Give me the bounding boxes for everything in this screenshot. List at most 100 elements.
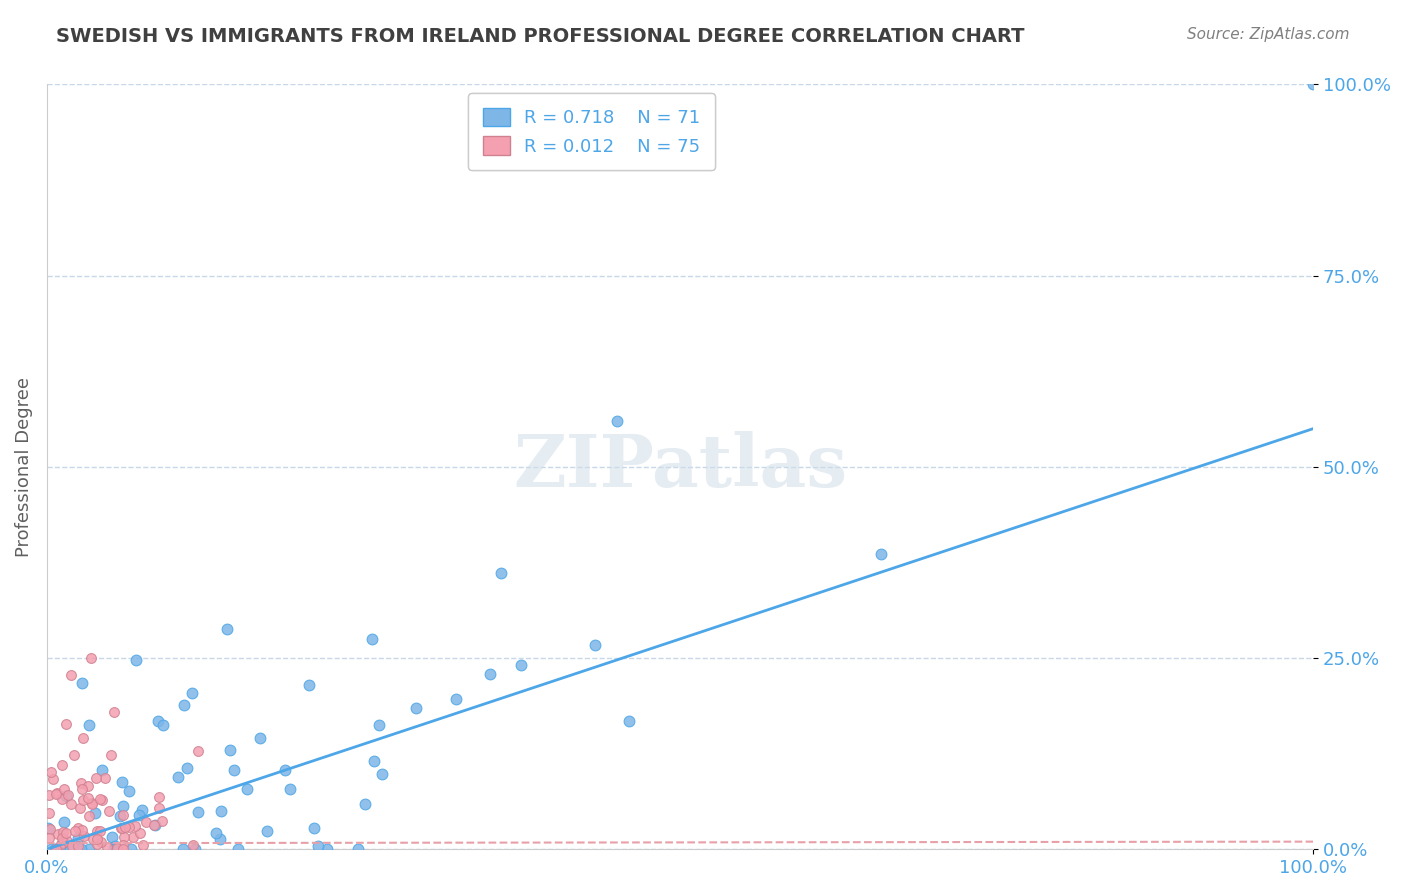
Point (86, 837, 108, 851)
Point (346, 842, 368, 856)
Point (86, 832, 108, 847)
Point (226, 842, 249, 856)
Point (111, 821, 134, 835)
Point (44, 787, 66, 801)
Point (53, 842, 76, 856)
Point (491, 566, 513, 580)
Point (101, 830, 124, 845)
Point (84, 806, 107, 821)
Point (360, 632, 382, 647)
Point (60, 838, 83, 853)
Point (135, 814, 157, 829)
Point (72, 793, 94, 807)
Point (70, 842, 93, 856)
Point (222, 763, 245, 777)
Point (278, 782, 301, 797)
Point (77, 780, 100, 794)
Point (274, 764, 297, 778)
Point (67, 839, 90, 854)
Point (70, 775, 93, 789)
Text: ZIPatlas: ZIPatlas (513, 432, 848, 502)
Point (444, 692, 467, 706)
Point (66, 830, 89, 845)
Point (38, 789, 60, 803)
Point (256, 823, 278, 838)
Point (176, 761, 198, 775)
Point (77, 842, 100, 856)
Point (93, 771, 115, 785)
Point (132, 838, 155, 852)
Point (128, 825, 150, 839)
Point (46, 827, 69, 841)
Point (70, 781, 93, 796)
Point (209, 804, 232, 818)
Point (37, 821, 59, 835)
Point (606, 414, 628, 428)
Point (302, 821, 325, 835)
Point (112, 808, 135, 822)
Point (121, 830, 143, 845)
Point (60, 668, 83, 682)
Point (183, 838, 205, 852)
Point (39, 842, 62, 856)
Point (55, 789, 77, 804)
Point (70, 676, 93, 690)
Point (128, 808, 150, 822)
Point (52, 824, 75, 838)
Point (39, 822, 62, 836)
Point (108, 809, 131, 823)
Point (82, 831, 104, 846)
Point (354, 797, 377, 812)
Point (82, 797, 104, 811)
Point (118, 820, 141, 834)
Point (90, 764, 112, 778)
Point (69, 800, 91, 814)
Point (53, 782, 76, 797)
Point (120, 842, 142, 856)
Point (307, 838, 329, 853)
Point (249, 731, 271, 745)
Point (90, 835, 112, 849)
Point (131, 804, 153, 818)
Point (167, 770, 190, 784)
Point (67, 821, 90, 835)
Point (45, 841, 67, 855)
Point (583, 638, 606, 652)
Point (510, 658, 533, 673)
Point (62, 747, 84, 762)
Point (142, 817, 165, 831)
Point (112, 830, 135, 844)
Point (146, 714, 169, 729)
Point (152, 717, 174, 731)
Point (148, 801, 170, 815)
Point (124, 652, 146, 666)
Point (235, 782, 257, 797)
Point (870, 547, 893, 561)
Point (104, 838, 127, 853)
Point (65, 842, 87, 856)
Point (84, 771, 107, 785)
Point (205, 826, 228, 840)
Point (73, 829, 96, 843)
Point (77, 717, 100, 731)
Point (363, 754, 385, 768)
Point (181, 686, 204, 700)
Point (72, 731, 94, 745)
Point (105, 841, 128, 855)
Point (49, 838, 72, 852)
Point (44, 842, 66, 856)
Point (89, 824, 111, 838)
Point (58, 788, 80, 802)
Legend: R = 0.718    N = 71, R = 0.012    N = 75: R = 0.718 N = 71, R = 0.012 N = 75 (468, 94, 714, 170)
Point (45, 785, 67, 799)
Text: Source: ZipAtlas.com: Source: ZipAtlas.com (1187, 27, 1350, 42)
Point (124, 819, 146, 833)
Point (45, 842, 67, 856)
Point (80, 796, 103, 810)
Point (59, 842, 82, 856)
Point (70, 823, 93, 838)
Point (91, 793, 114, 807)
Point (38, 830, 60, 845)
Point (98, 804, 121, 818)
Point (53, 815, 76, 830)
